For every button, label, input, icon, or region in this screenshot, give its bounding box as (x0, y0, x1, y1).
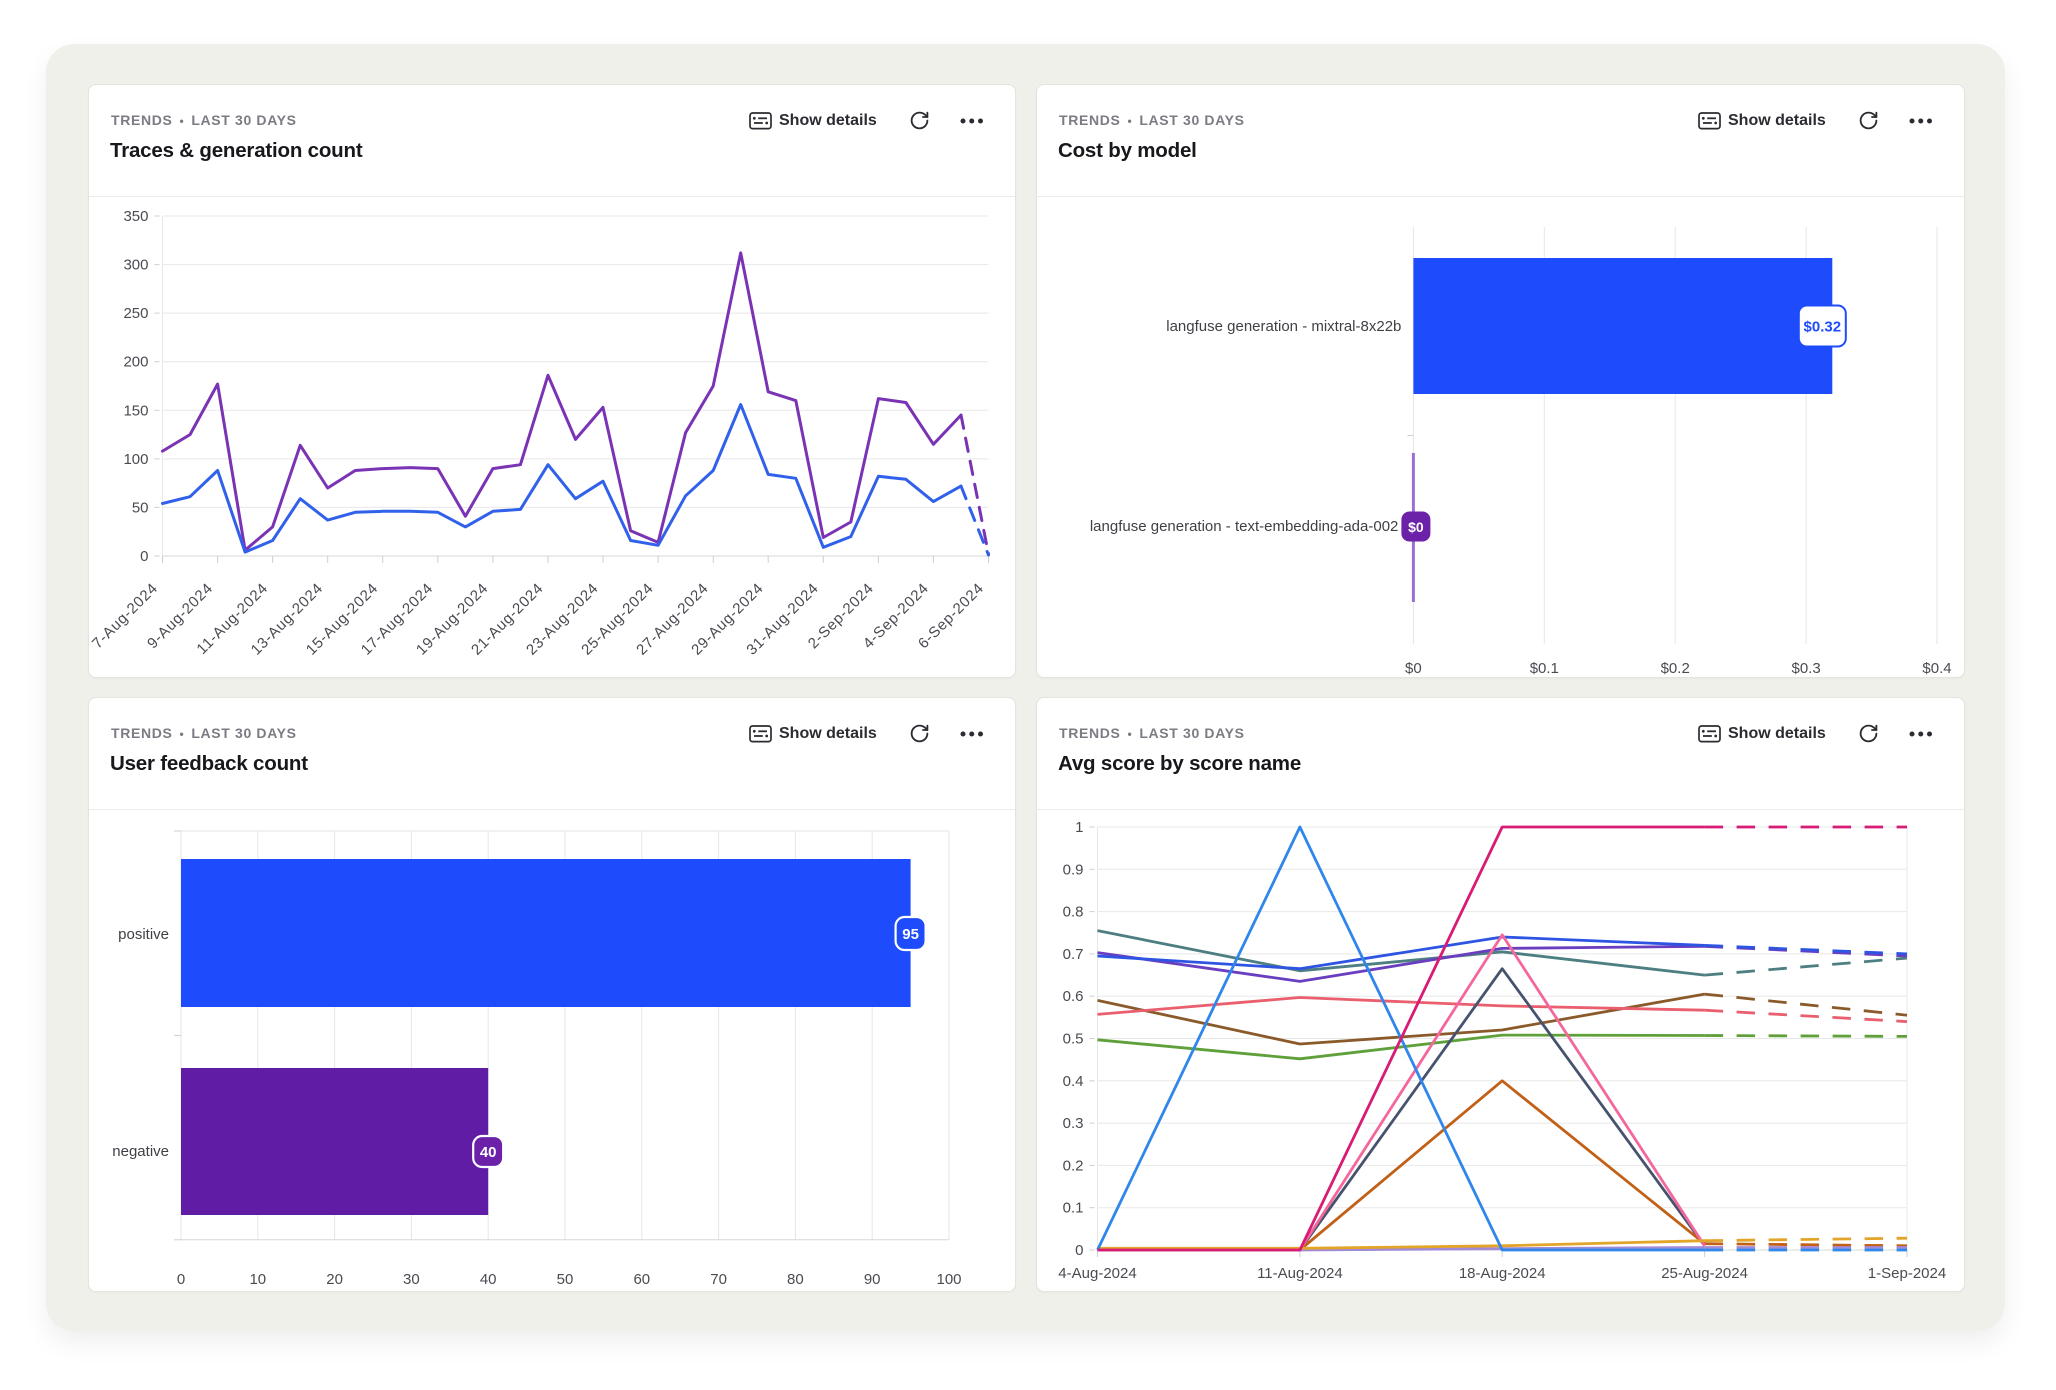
svg-text:0.6: 0.6 (1063, 988, 1084, 1005)
svg-text:95: 95 (902, 926, 919, 943)
svg-text:25-Aug-2024: 25-Aug-2024 (1661, 1265, 1748, 1282)
svg-text:$0.32: $0.32 (1804, 319, 1842, 336)
svg-text:100: 100 (123, 451, 148, 468)
svg-text:negative: negative (112, 1143, 169, 1160)
svg-text:0: 0 (140, 548, 148, 565)
svg-text:300: 300 (123, 257, 148, 274)
svg-text:350: 350 (123, 208, 148, 225)
svg-text:30: 30 (403, 1271, 420, 1288)
svg-text:langfuse generation - text-emb: langfuse generation - text-embedding-ada… (1090, 518, 1399, 535)
svg-text:250: 250 (123, 305, 148, 322)
svg-text:$0: $0 (1405, 660, 1422, 677)
svg-text:20: 20 (326, 1271, 343, 1288)
svg-text:90: 90 (864, 1271, 881, 1288)
svg-text:$0.1: $0.1 (1530, 660, 1559, 677)
svg-text:0.1: 0.1 (1063, 1200, 1084, 1217)
svg-text:1: 1 (1075, 819, 1083, 836)
svg-text:0.5: 0.5 (1063, 1031, 1084, 1048)
svg-text:11-Aug-2024: 11-Aug-2024 (1257, 1265, 1343, 1282)
svg-text:langfuse generation - mixtral-: langfuse generation - mixtral-8x22b (1166, 318, 1401, 335)
svg-text:80: 80 (787, 1271, 804, 1288)
svg-text:1-Sep-2024: 1-Sep-2024 (1868, 1265, 1946, 1282)
svg-text:50: 50 (132, 499, 149, 516)
svg-text:positive: positive (118, 926, 169, 943)
svg-text:$0.4: $0.4 (1922, 660, 1951, 677)
svg-text:0: 0 (1075, 1242, 1083, 1259)
svg-text:60: 60 (633, 1271, 650, 1288)
svg-text:200: 200 (123, 354, 148, 371)
svg-text:40: 40 (480, 1271, 497, 1288)
svg-text:0.8: 0.8 (1063, 904, 1084, 921)
svg-text:$0.3: $0.3 (1791, 660, 1820, 677)
svg-text:10: 10 (249, 1271, 266, 1288)
svg-text:150: 150 (123, 402, 148, 419)
svg-text:$0.2: $0.2 (1661, 660, 1690, 677)
svg-text:0.7: 0.7 (1063, 946, 1084, 963)
svg-text:0.3: 0.3 (1063, 1115, 1084, 1132)
svg-text:50: 50 (557, 1271, 574, 1288)
svg-text:0: 0 (177, 1271, 185, 1288)
svg-text:40: 40 (480, 1144, 497, 1161)
svg-text:4-Aug-2024: 4-Aug-2024 (1058, 1265, 1136, 1282)
svg-text:$0: $0 (1408, 519, 1424, 535)
svg-text:0.9: 0.9 (1063, 861, 1084, 878)
svg-text:18-Aug-2024: 18-Aug-2024 (1459, 1265, 1546, 1282)
svg-text:0.4: 0.4 (1063, 1073, 1084, 1090)
svg-text:70: 70 (710, 1271, 727, 1288)
svg-text:0.2: 0.2 (1063, 1157, 1084, 1174)
svg-text:100: 100 (936, 1271, 961, 1288)
